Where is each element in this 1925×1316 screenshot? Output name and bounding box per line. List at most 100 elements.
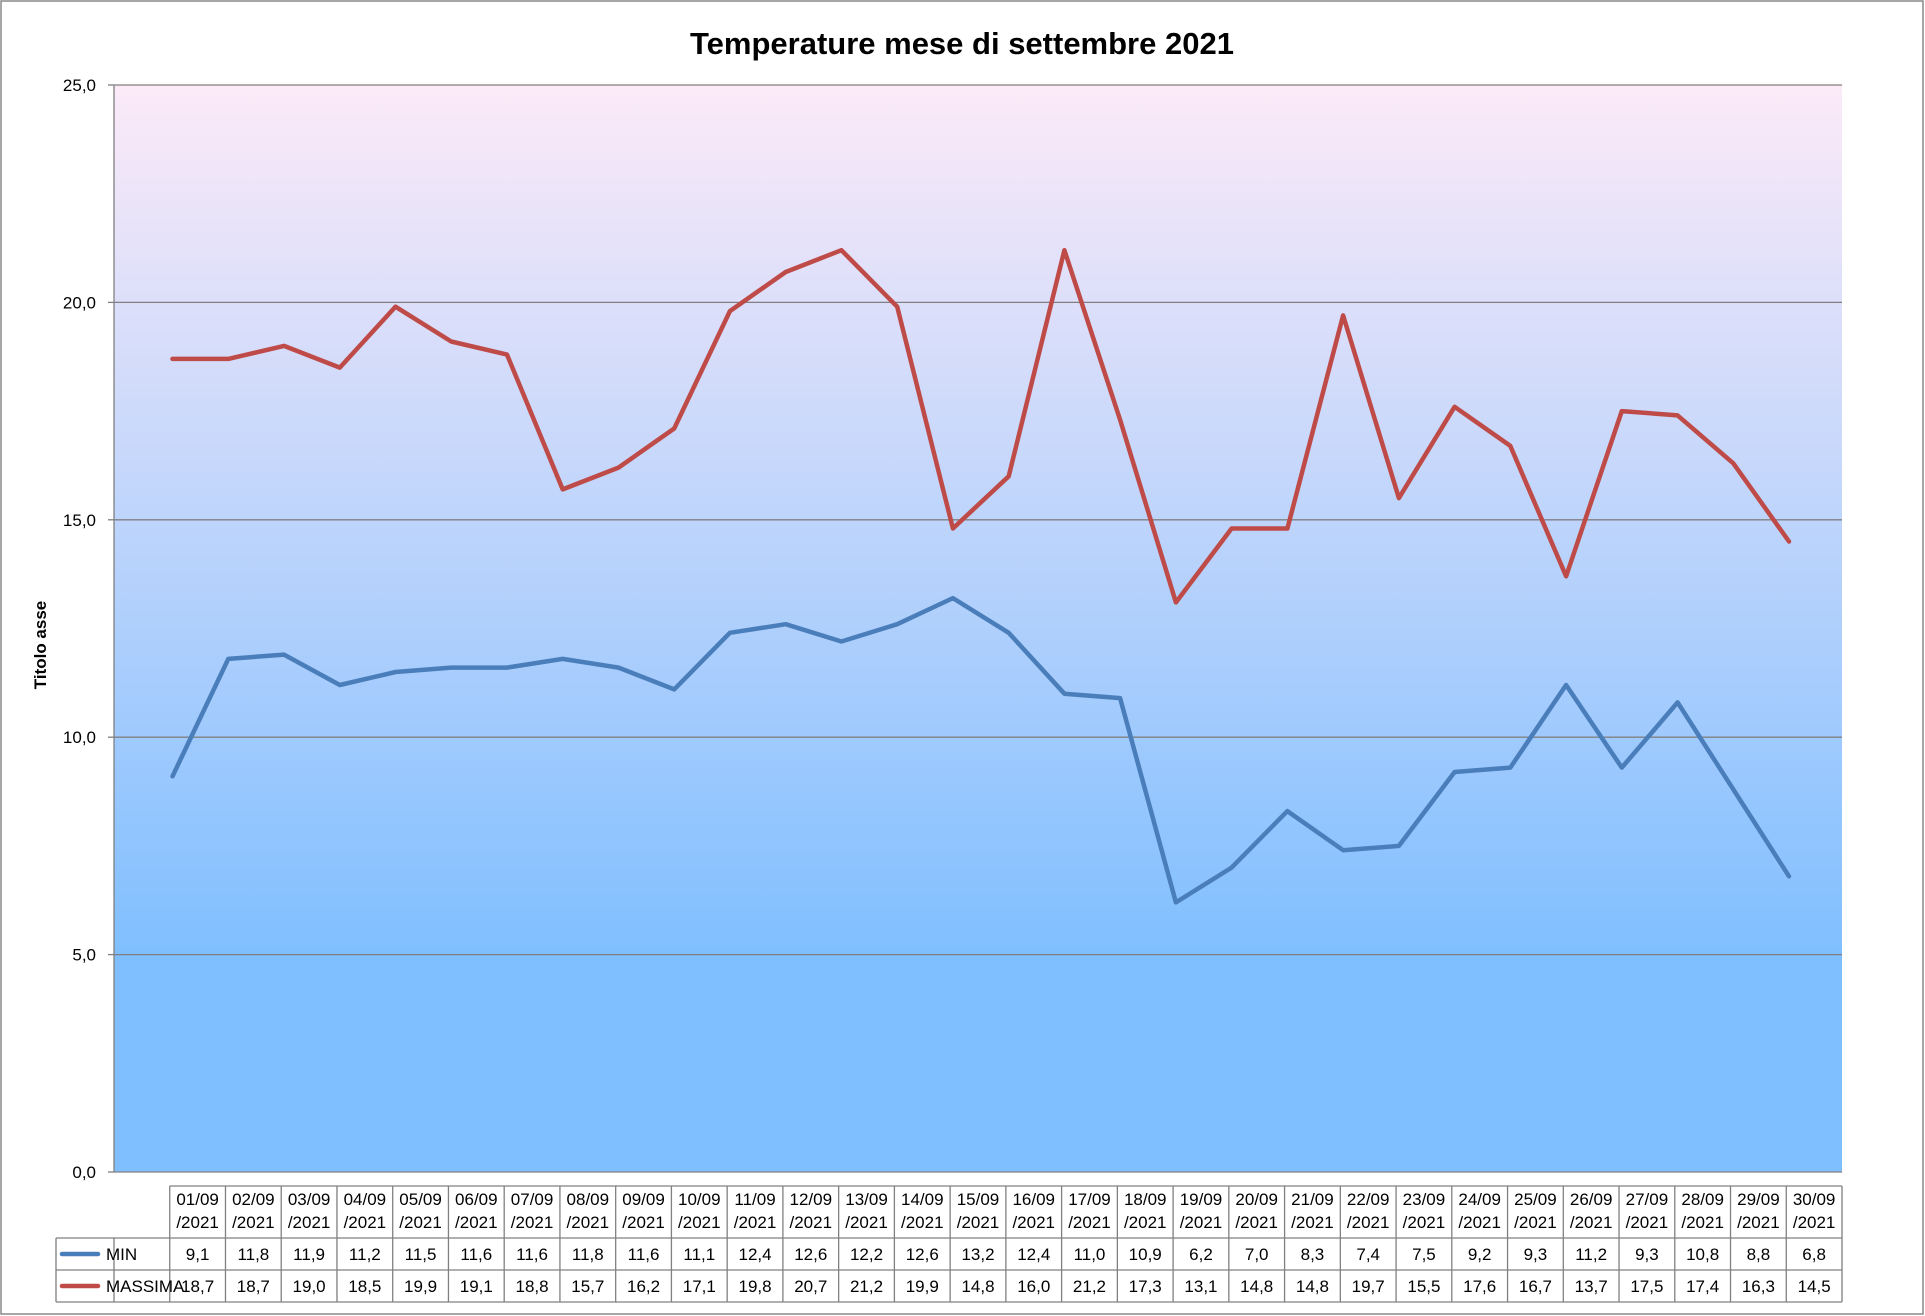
x-tick-label: 26/09/2021	[1570, 1190, 1613, 1232]
x-tick-label: 15/09/2021	[957, 1190, 1000, 1232]
data-label-min: 11,2	[1575, 1245, 1607, 1264]
data-label-massima: 14,5	[1798, 1277, 1831, 1296]
data-label-min: 8,8	[1747, 1245, 1771, 1264]
x-tick-label: 02/09/2021	[232, 1190, 275, 1232]
y-tick-label: 15,0	[63, 511, 96, 530]
x-tick-label: 13/09/2021	[845, 1190, 888, 1232]
x-tick-label: 19/09/2021	[1180, 1190, 1223, 1232]
data-label-min: 7,5	[1412, 1245, 1436, 1264]
data-label-massima: 15,5	[1407, 1277, 1440, 1296]
plot-area	[114, 85, 1842, 1172]
x-tick-label: 10/09/2021	[678, 1190, 721, 1232]
data-label-min: 12,6	[906, 1245, 939, 1264]
data-label-massima: 14,8	[961, 1277, 994, 1296]
x-tick-label: 27/09/2021	[1626, 1190, 1669, 1232]
y-axis-label: Titolo asse	[31, 601, 50, 690]
chart-title: Temperature mese di settembre 2021	[690, 26, 1234, 61]
legend-label-massima: MASSIMA	[106, 1277, 185, 1296]
data-label-min: 13,2	[961, 1245, 994, 1264]
data-label-min: 11,8	[237, 1245, 269, 1264]
data-label-min: 8,3	[1301, 1245, 1325, 1264]
data-label-min: 6,8	[1802, 1245, 1826, 1264]
x-tick-label: 03/09/2021	[288, 1190, 331, 1232]
data-label-massima: 18,7	[237, 1277, 270, 1296]
x-tick-label: 29/09/2021	[1737, 1190, 1780, 1232]
x-tick-label: 09/09/2021	[622, 1190, 665, 1232]
y-tick-label: 0,0	[72, 1163, 96, 1182]
x-tick-label: 18/09/2021	[1124, 1190, 1167, 1232]
series-line-massima	[170, 247, 1792, 605]
data-label-massima: 19,0	[293, 1277, 326, 1296]
data-label-massima: 13,1	[1184, 1277, 1217, 1296]
data-label-massima: 21,2	[850, 1277, 883, 1296]
x-tick-label: 20/09/2021	[1235, 1190, 1278, 1232]
data-label-massima: 14,8	[1296, 1277, 1329, 1296]
y-tick-label: 10,0	[63, 728, 96, 747]
data-label-min: 7,4	[1356, 1245, 1380, 1264]
data-label-min: 11,6	[628, 1245, 660, 1264]
data-label-min: 12,4	[1017, 1245, 1050, 1264]
data-label-min: 11,6	[460, 1245, 492, 1264]
data-label-massima: 18,7	[181, 1277, 214, 1296]
x-tick-label: 23/09/2021	[1403, 1190, 1446, 1232]
data-label-min: 11,8	[572, 1245, 604, 1264]
x-tick-label: 12/09/2021	[790, 1190, 833, 1232]
legend-label-min: MIN	[106, 1245, 137, 1264]
data-label-min: 11,2	[349, 1245, 381, 1264]
x-tick-label: 25/09/2021	[1514, 1190, 1557, 1232]
series-line-min	[170, 595, 1792, 905]
data-label-massima: 17,4	[1686, 1277, 1719, 1296]
data-label-min: 11,6	[516, 1245, 548, 1264]
data-label-massima: 19,1	[460, 1277, 493, 1296]
x-tick-label: 30/09/2021	[1793, 1190, 1836, 1232]
data-label-massima: 16,3	[1742, 1277, 1775, 1296]
data-label-min: 11,0	[1074, 1245, 1106, 1264]
y-tick-label: 5,0	[72, 946, 96, 965]
data-label-min: 11,1	[683, 1245, 715, 1264]
data-label-min: 9,3	[1524, 1245, 1548, 1264]
x-tick-label: 21/09/2021	[1291, 1190, 1334, 1232]
data-label-massima: 17,5	[1630, 1277, 1663, 1296]
data-label-massima: 16,0	[1017, 1277, 1050, 1296]
data-label-min: 9,3	[1635, 1245, 1659, 1264]
data-label-massima: 16,7	[1519, 1277, 1552, 1296]
data-label-massima: 21,2	[1073, 1277, 1106, 1296]
data-label-massima: 15,7	[571, 1277, 604, 1296]
x-tick-label: 11/09/2021	[734, 1190, 777, 1232]
x-tick-label: 04/09/2021	[344, 1190, 387, 1232]
x-tick-label: 28/09/2021	[1681, 1190, 1724, 1232]
data-label-min: 7,0	[1245, 1245, 1269, 1264]
data-label-min: 9,1	[186, 1245, 210, 1264]
x-tick-label: 24/09/2021	[1458, 1190, 1501, 1232]
x-tick-label: 16/09/2021	[1012, 1190, 1055, 1232]
data-label-massima: 13,7	[1575, 1277, 1608, 1296]
x-tick-label: 01/09/2021	[176, 1190, 219, 1232]
x-tick-label: 22/09/2021	[1347, 1190, 1390, 1232]
data-label-min: 10,8	[1686, 1245, 1719, 1264]
data-label-min: 6,2	[1189, 1245, 1213, 1264]
data-label-massima: 17,6	[1463, 1277, 1496, 1296]
data-label-min: 11,9	[293, 1245, 325, 1264]
data-label-massima: 19,9	[404, 1277, 437, 1296]
y-tick-label: 20,0	[63, 293, 96, 312]
data-label-massima: 19,9	[906, 1277, 939, 1296]
data-label-min: 10,9	[1129, 1245, 1162, 1264]
data-label-min: 12,6	[794, 1245, 827, 1264]
data-label-massima: 17,1	[683, 1277, 716, 1296]
data-label-massima: 16,2	[627, 1277, 660, 1296]
data-label-massima: 18,8	[516, 1277, 549, 1296]
data-label-min: 9,2	[1468, 1245, 1492, 1264]
x-tick-label: 08/09/2021	[567, 1190, 610, 1232]
data-label-min: 12,4	[738, 1245, 771, 1264]
data-label-min: 11,5	[405, 1245, 437, 1264]
data-label-massima: 17,3	[1129, 1277, 1162, 1296]
gridlines	[114, 84, 1842, 1173]
y-tick-label: 25,0	[63, 76, 96, 95]
y-axis-ticks: 0,0 5,0 10,0 15,0 20,0 25,0	[63, 76, 115, 1182]
x-tick-label: 07/09/2021	[511, 1190, 554, 1232]
data-label-massima: 18,5	[348, 1277, 381, 1296]
data-label-massima: 20,7	[794, 1277, 827, 1296]
x-tick-label: 05/09/2021	[399, 1190, 442, 1232]
